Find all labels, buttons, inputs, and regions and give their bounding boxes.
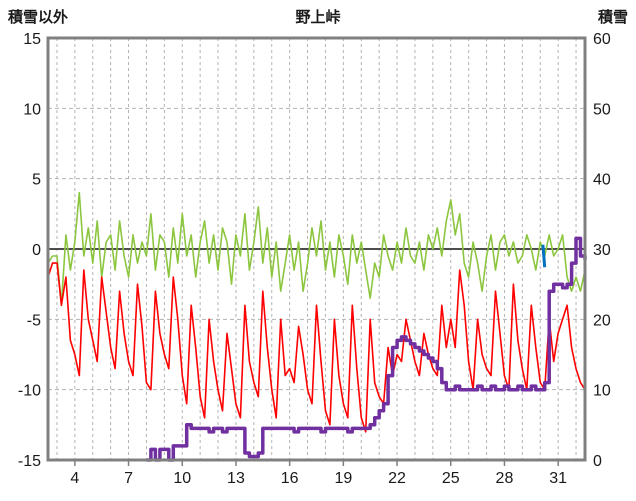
x-tick-label: 4 (70, 470, 79, 487)
x-tick-label: 10 (173, 470, 191, 487)
y-left-tick-label: 5 (32, 172, 41, 189)
y-left-tick-label: 15 (23, 31, 41, 48)
y-right-tick-label: 30 (593, 242, 611, 259)
green-series (47, 191, 586, 307)
y-right-tick-label: 60 (593, 31, 611, 48)
y-left-tick-label: 0 (32, 242, 41, 259)
y-left-tick-label: -15 (18, 453, 41, 470)
plot-frame (46, 36, 587, 462)
left-axis-title: 積雪以外 (8, 9, 69, 26)
x-tick-label: 25 (442, 470, 460, 487)
x-tick-label: 16 (281, 470, 299, 487)
chart-title: 野上峠 (295, 9, 341, 26)
y-right-tick-label: 20 (593, 312, 611, 329)
red-series (47, 262, 586, 433)
x-tick-label: 22 (388, 470, 406, 487)
y-left-tick-label: -10 (18, 383, 41, 400)
x-tick-label: 7 (124, 470, 133, 487)
x-tick-label: 19 (334, 470, 352, 487)
blue-mark (541, 244, 547, 268)
x-tick-label: 13 (227, 470, 245, 487)
y-left-tick-label: 10 (23, 101, 41, 118)
y-right-tick-label: 10 (593, 383, 611, 400)
y-right-tick-label: 50 (593, 101, 611, 118)
right-axis-title: 積雪 (597, 9, 628, 26)
y-right-tick-label: 40 (593, 172, 611, 189)
y-left-tick-label: -5 (27, 312, 41, 329)
snow-depth-purple (146, 236, 587, 462)
x-tick-label: 28 (496, 470, 514, 487)
y-right-tick-label: 0 (593, 453, 602, 470)
x-tick-label: 31 (549, 470, 567, 487)
